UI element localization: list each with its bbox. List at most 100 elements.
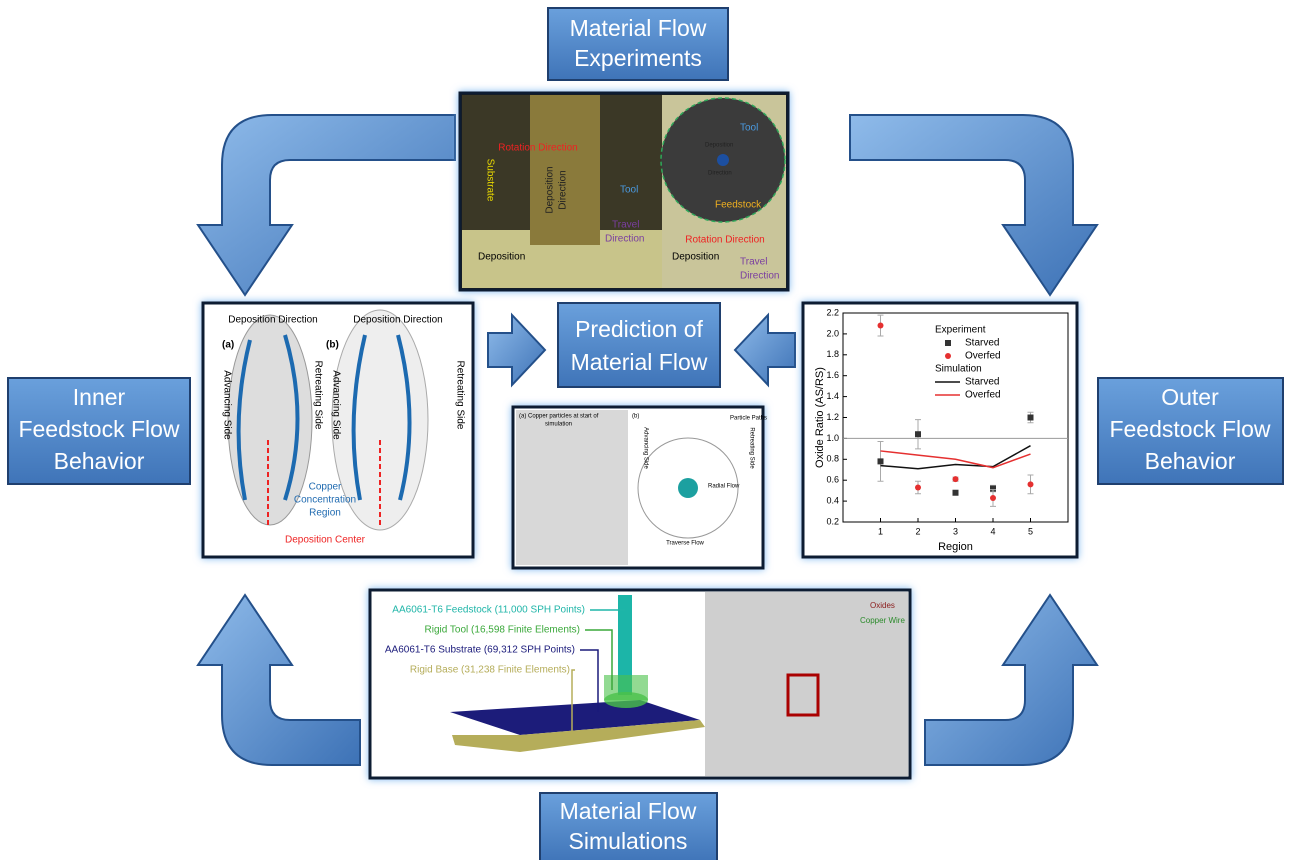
label: Copper Wire [860,616,905,625]
legend-heading: Simulation [935,364,982,375]
label: Rotation Direction [498,143,577,154]
label: Copper [309,482,342,493]
point [990,495,996,501]
box-experiments: Material Flow Experiments [548,8,728,80]
x-tick-label: 5 [1028,526,1033,536]
label: Retreating Side [748,427,754,469]
label: Rotation Direction [685,235,764,246]
legend-label: Starved [965,338,999,349]
label: (b) [326,340,339,351]
box-text: Feedstock Flow [1109,416,1270,442]
point [915,485,921,491]
y-tick-label: 0.6 [826,475,839,485]
label: Deposition [478,252,525,263]
box-simulations: Material Flow Simulations [540,793,717,860]
label: Tool [740,123,758,134]
box-inner: Inner Feedstock Flow Behavior [8,378,190,484]
label: Copper particles at start of [528,414,599,420]
legend-label: Overfed [965,390,1001,401]
label: (a) [222,340,234,351]
point [953,476,959,482]
legend-label: Starved [965,377,999,388]
legend-marker [945,340,951,346]
arrow-top-right [850,115,1097,295]
chart-panel [803,303,1077,557]
y-tick-label: 0.8 [826,454,839,464]
y-tick-label: 2.0 [826,328,839,338]
arrow-top-left [198,115,455,295]
box-text: Outer [1161,384,1219,410]
legend-marker [945,353,951,359]
point [915,431,921,437]
label: Deposition [672,252,719,263]
diagram: Material Flow Experiments Prediction of … [0,0,1291,860]
y-tick-label: 1.0 [826,433,839,443]
label: Advancing Side [330,370,341,440]
box-text: Behavior [54,448,145,474]
box-text: Material Flow [570,15,707,41]
page: { "boxes": { "experiments": ["Material F… [0,0,1291,860]
label: (a) [519,414,526,420]
label: Advancing Side [642,427,648,469]
box-text: Inner [73,384,126,410]
x-tick-label: 4 [990,526,995,536]
box-text: Material Flow [571,349,708,375]
label: Direction [605,234,644,245]
label: Direction [708,171,732,177]
legend-heading: Experiment [935,325,986,336]
box-text: Experiments [574,45,702,71]
label: Advancing Side [221,370,232,440]
x-tick-label: 3 [953,526,958,536]
y-tick-label: 2.2 [826,307,839,317]
arrow-bottom-left [198,595,360,765]
label: Deposition [705,143,733,149]
box-text: Simulations [569,828,688,854]
y-tick-label: 1.8 [826,349,839,359]
point [878,458,884,464]
point [878,323,884,329]
label: AA6061-T6 Feedstock (11,000 SPH Points) [392,605,585,616]
y-tick-label: 1.6 [826,370,839,380]
box-text: Prediction of [575,316,703,342]
label: Tool [620,185,638,196]
arrow-right [488,315,545,385]
point [953,490,959,496]
y-tick-label: 1.2 [826,412,839,422]
label: Oxides [870,601,895,610]
label: Direction [740,271,779,282]
arrow-left [735,315,795,385]
label: Deposition [545,166,556,213]
label: Feedstock [715,200,762,211]
box-outer: Outer Feedstock Flow Behavior [1098,378,1283,484]
label: Concentration [294,495,356,506]
y-tick-label: 0.2 [826,516,839,526]
label: Direction [558,170,569,209]
box-text: Behavior [1145,448,1236,474]
label: Radial Flow [708,484,740,490]
label: Particle Paths [730,416,767,422]
label: Deposition Direction [228,315,318,326]
label: Deposition Direction [353,315,443,326]
label: Retreating Side [312,361,323,430]
label: Retreating Side [454,361,465,430]
point [1028,415,1034,421]
label: Rigid Tool (16,598 Finite Elements) [425,625,580,636]
legend-label: Overfed [965,351,1001,362]
label: Region [309,508,341,519]
arrow-bottom-right [925,595,1097,765]
label: Rigid Base (31,238 Finite Elements) [410,665,570,676]
y-tick-label: 1.4 [826,391,839,401]
box-text: Feedstock Flow [18,416,179,442]
point [1028,481,1034,487]
x-tick-label: 1 [878,526,883,536]
box-prediction: Prediction of Material Flow [558,303,720,387]
label: Traverse Flow [666,541,704,547]
label: Substrate [484,159,495,202]
simulation-panel [370,590,910,778]
box-text: Material Flow [560,798,697,824]
y-axis-label: Oxide Ratio (AS/RS) [814,367,826,468]
label: AA6061-T6 Substrate (69,312 SPH Points) [385,645,575,656]
x-axis-label: Region [938,541,973,553]
label: Deposition Center [285,535,366,546]
label: Travel [740,257,767,268]
